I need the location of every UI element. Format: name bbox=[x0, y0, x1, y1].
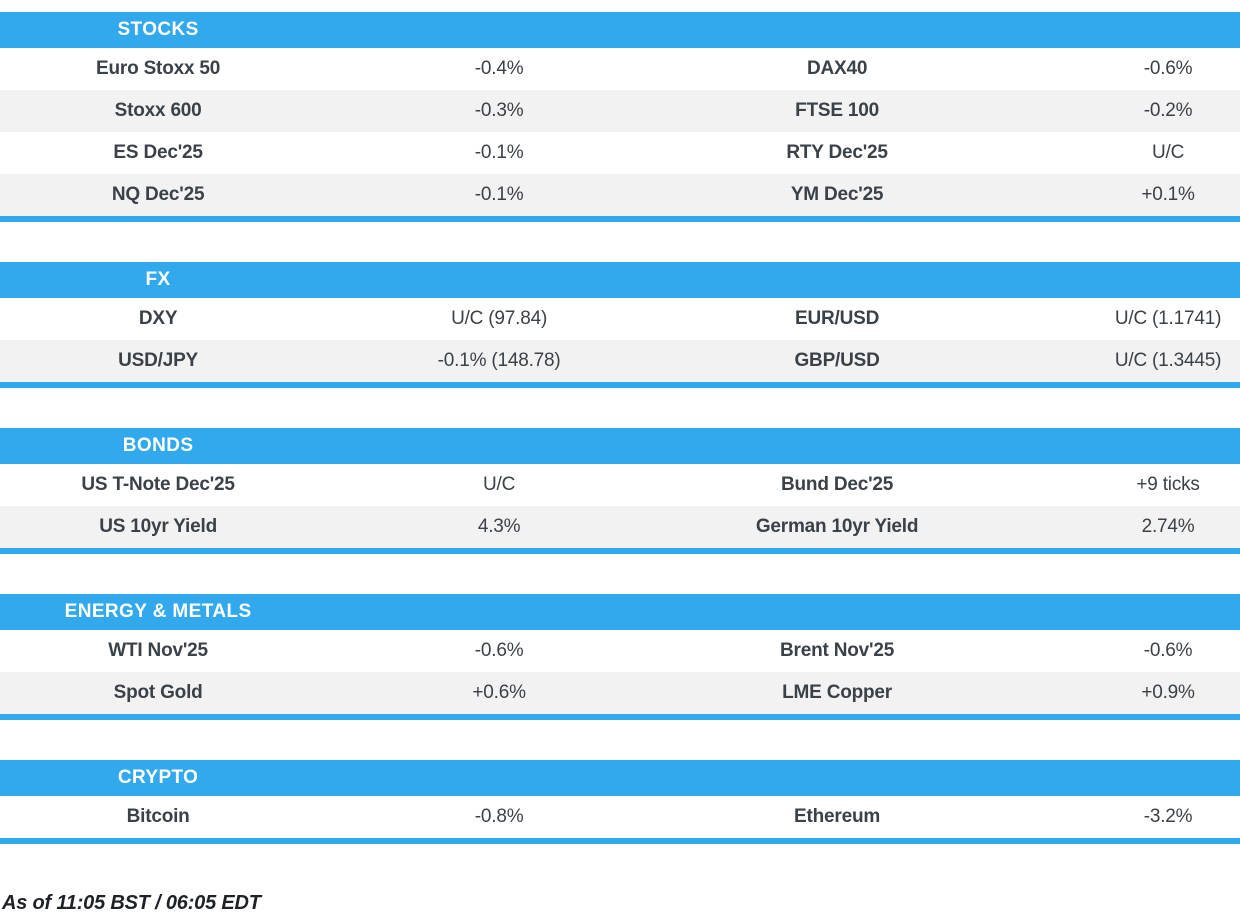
instrument-value: U/C bbox=[1151, 142, 1185, 163]
instrument-label: DAX40 bbox=[806, 58, 868, 79]
instrument-value: +0.1% bbox=[1141, 184, 1195, 205]
instrument-value: U/C (1.3445) bbox=[1114, 350, 1222, 371]
instrument-label: EUR/USD bbox=[795, 308, 880, 329]
instrument-value: U/C (97.84) bbox=[451, 308, 548, 329]
instrument-value: -0.4% bbox=[474, 58, 524, 79]
instrument-value: -0.1% bbox=[474, 184, 524, 205]
instrument-label: DXY bbox=[138, 308, 178, 329]
section-header-bar: BONDS bbox=[0, 428, 1240, 464]
instrument-label: FTSE 100 bbox=[795, 100, 880, 121]
instrument-label: RTY Dec'25 bbox=[786, 142, 888, 163]
instrument-value: -0.6% bbox=[1143, 640, 1193, 661]
section-header-bar: CRYPTO bbox=[0, 760, 1240, 796]
instrument-value: U/C bbox=[483, 474, 516, 495]
table-row: Spot Gold +0.6% LME Copper +0.9% bbox=[0, 672, 1240, 714]
market-section: FX DXY U/C (97.84) EUR/USD U/C (1.1741) USD/J… bbox=[0, 262, 1240, 388]
instrument-label: US T-Note Dec'25 bbox=[81, 474, 235, 495]
instrument-label: ES Dec'25 bbox=[113, 142, 203, 163]
market-section: CRYPTO Bitcoin -0.8% Ethereum -3.2% bbox=[0, 760, 1240, 844]
market-section: STOCKS Euro Stoxx 50 -0.4% DAX40 -0.6% Stoxx … bbox=[0, 12, 1240, 222]
instrument-label: Bitcoin bbox=[126, 806, 190, 827]
instrument-value: +0.6% bbox=[472, 682, 526, 703]
instrument-label: GBP/USD bbox=[794, 350, 880, 371]
instrument-label: LME Copper bbox=[782, 682, 892, 703]
instrument-value: 4.3% bbox=[477, 516, 521, 537]
instrument-value: -0.6% bbox=[1143, 58, 1193, 79]
table-row: US 10yr Yield 4.3% German 10yr Yield 2.74% bbox=[0, 506, 1240, 548]
table-row: DXY U/C (97.84) EUR/USD U/C (1.1741) bbox=[0, 298, 1240, 340]
instrument-value: -0.3% bbox=[474, 100, 524, 121]
instrument-label: NQ Dec'25 bbox=[111, 184, 205, 205]
table-row: USD/JPY -0.1% (148.78) GBP/USD U/C (1.3445) bbox=[0, 340, 1240, 382]
instrument-label: US 10yr Yield bbox=[99, 516, 217, 537]
section-title: ENERGY & METALS bbox=[64, 601, 252, 622]
instrument-label: Bund Dec'25 bbox=[781, 474, 894, 495]
instrument-label: Euro Stoxx 50 bbox=[96, 58, 221, 79]
market-sections: STOCKS Euro Stoxx 50 -0.4% DAX40 -0.6% Stoxx … bbox=[0, 12, 1240, 844]
instrument-label: Stoxx 600 bbox=[114, 100, 202, 121]
table-row: ES Dec'25 -0.1% RTY Dec'25 U/C bbox=[0, 132, 1240, 174]
instrument-value: -0.8% bbox=[474, 806, 524, 827]
table-row: NQ Dec'25 -0.1% YM Dec'25 +0.1% bbox=[0, 174, 1240, 216]
instrument-value: -0.6% bbox=[474, 640, 524, 661]
instrument-label: USD/JPY bbox=[118, 350, 199, 371]
section-title: FX bbox=[145, 269, 171, 290]
table-row: Euro Stoxx 50 -0.4% DAX40 -0.6% bbox=[0, 48, 1240, 90]
instrument-value: -0.1% (148.78) bbox=[437, 350, 561, 371]
section-title: STOCKS bbox=[117, 19, 199, 40]
instrument-value: -3.2% bbox=[1143, 806, 1193, 827]
timestamp-note: As of 11:05 BST / 06:05 EDT bbox=[2, 892, 261, 914]
instrument-label: Brent Nov'25 bbox=[780, 640, 895, 661]
instrument-value: -0.1% bbox=[474, 142, 524, 163]
section-title: CRYPTO bbox=[117, 767, 199, 788]
instrument-value: 2.74% bbox=[1141, 516, 1195, 537]
market-section: ENERGY & METALS WTI Nov'25 -0.6% Brent Nov'… bbox=[0, 594, 1240, 720]
instrument-value: -0.2% bbox=[1143, 100, 1193, 121]
instrument-label: German 10yr Yield bbox=[755, 516, 919, 537]
section-title: BONDS bbox=[122, 435, 194, 456]
instrument-label: YM Dec'25 bbox=[790, 184, 884, 205]
instrument-value: +9 ticks bbox=[1136, 474, 1200, 495]
section-header-bar: ENERGY & METALS bbox=[0, 594, 1240, 630]
instrument-label: Spot Gold bbox=[113, 682, 203, 703]
table-row: WTI Nov'25 -0.6% Brent Nov'25 -0.6% bbox=[0, 630, 1240, 672]
instrument-value: +0.9% bbox=[1141, 682, 1195, 703]
instrument-label: Ethereum bbox=[794, 806, 881, 827]
table-row: US T-Note Dec'25 U/C Bund Dec'25 +9 ticks bbox=[0, 464, 1240, 506]
instrument-value: U/C (1.1741) bbox=[1114, 308, 1222, 329]
section-header-bar: STOCKS bbox=[0, 12, 1240, 48]
instrument-label: WTI Nov'25 bbox=[108, 640, 208, 661]
table-row: Bitcoin -0.8% Ethereum -3.2% bbox=[0, 796, 1240, 838]
section-header-bar: FX bbox=[0, 262, 1240, 298]
table-row: Stoxx 600 -0.3% FTSE 100 -0.2% bbox=[0, 90, 1240, 132]
market-section: BONDS US T-Note Dec'25 U/C Bund Dec'25 +9 ti… bbox=[0, 428, 1240, 554]
